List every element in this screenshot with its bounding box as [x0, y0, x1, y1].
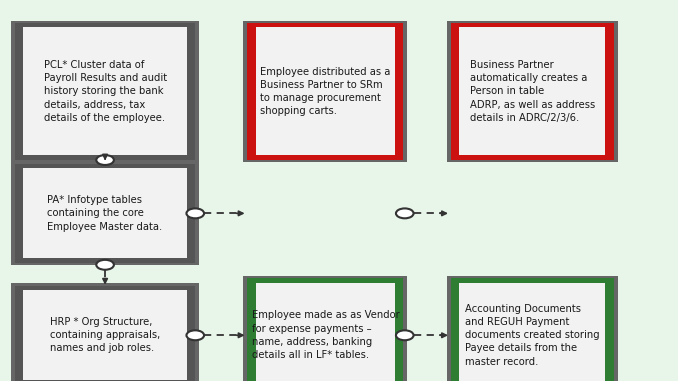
FancyBboxPatch shape [11, 21, 199, 162]
Text: PCL* Cluster data of
Payroll Results and audit
history storing the bank
details,: PCL* Cluster data of Payroll Results and… [43, 60, 167, 123]
FancyBboxPatch shape [451, 23, 614, 160]
FancyBboxPatch shape [256, 283, 395, 381]
FancyBboxPatch shape [243, 276, 407, 381]
Text: HRP * Org Structure,
containing appraisals,
names and job roles.: HRP * Org Structure, containing appraisa… [50, 317, 160, 354]
FancyBboxPatch shape [451, 278, 614, 381]
Text: Accounting Documents
and REGUH Payment
documents created storing
Payee details f: Accounting Documents and REGUH Payment d… [465, 304, 599, 367]
FancyBboxPatch shape [11, 162, 199, 265]
FancyBboxPatch shape [23, 290, 187, 380]
FancyBboxPatch shape [15, 23, 195, 160]
Text: Employee made as as Vendor
for expense payments –
name, address, banking
details: Employee made as as Vendor for expense p… [252, 311, 399, 360]
Circle shape [396, 330, 414, 340]
Circle shape [96, 260, 114, 270]
Circle shape [396, 208, 414, 218]
Circle shape [186, 208, 204, 218]
Circle shape [96, 155, 114, 165]
FancyBboxPatch shape [23, 27, 187, 155]
Text: Employee distributed as a
Business Partner to SRm
to manage procurement
shopping: Employee distributed as a Business Partn… [260, 67, 391, 116]
Text: Business Partner
automatically creates a
Person in table
ADRP, as well as addres: Business Partner automatically creates a… [470, 60, 595, 123]
FancyBboxPatch shape [11, 283, 199, 381]
FancyBboxPatch shape [15, 164, 195, 263]
FancyBboxPatch shape [459, 27, 605, 155]
FancyBboxPatch shape [247, 23, 403, 160]
Circle shape [186, 330, 204, 340]
FancyBboxPatch shape [15, 286, 195, 381]
FancyBboxPatch shape [447, 21, 618, 162]
FancyBboxPatch shape [247, 278, 403, 381]
FancyBboxPatch shape [243, 21, 407, 162]
FancyBboxPatch shape [459, 283, 605, 381]
FancyBboxPatch shape [447, 276, 618, 381]
FancyBboxPatch shape [23, 168, 187, 258]
FancyBboxPatch shape [256, 27, 395, 155]
Text: PA* Infotype tables
containing the core
Employee Master data.: PA* Infotype tables containing the core … [47, 195, 163, 232]
